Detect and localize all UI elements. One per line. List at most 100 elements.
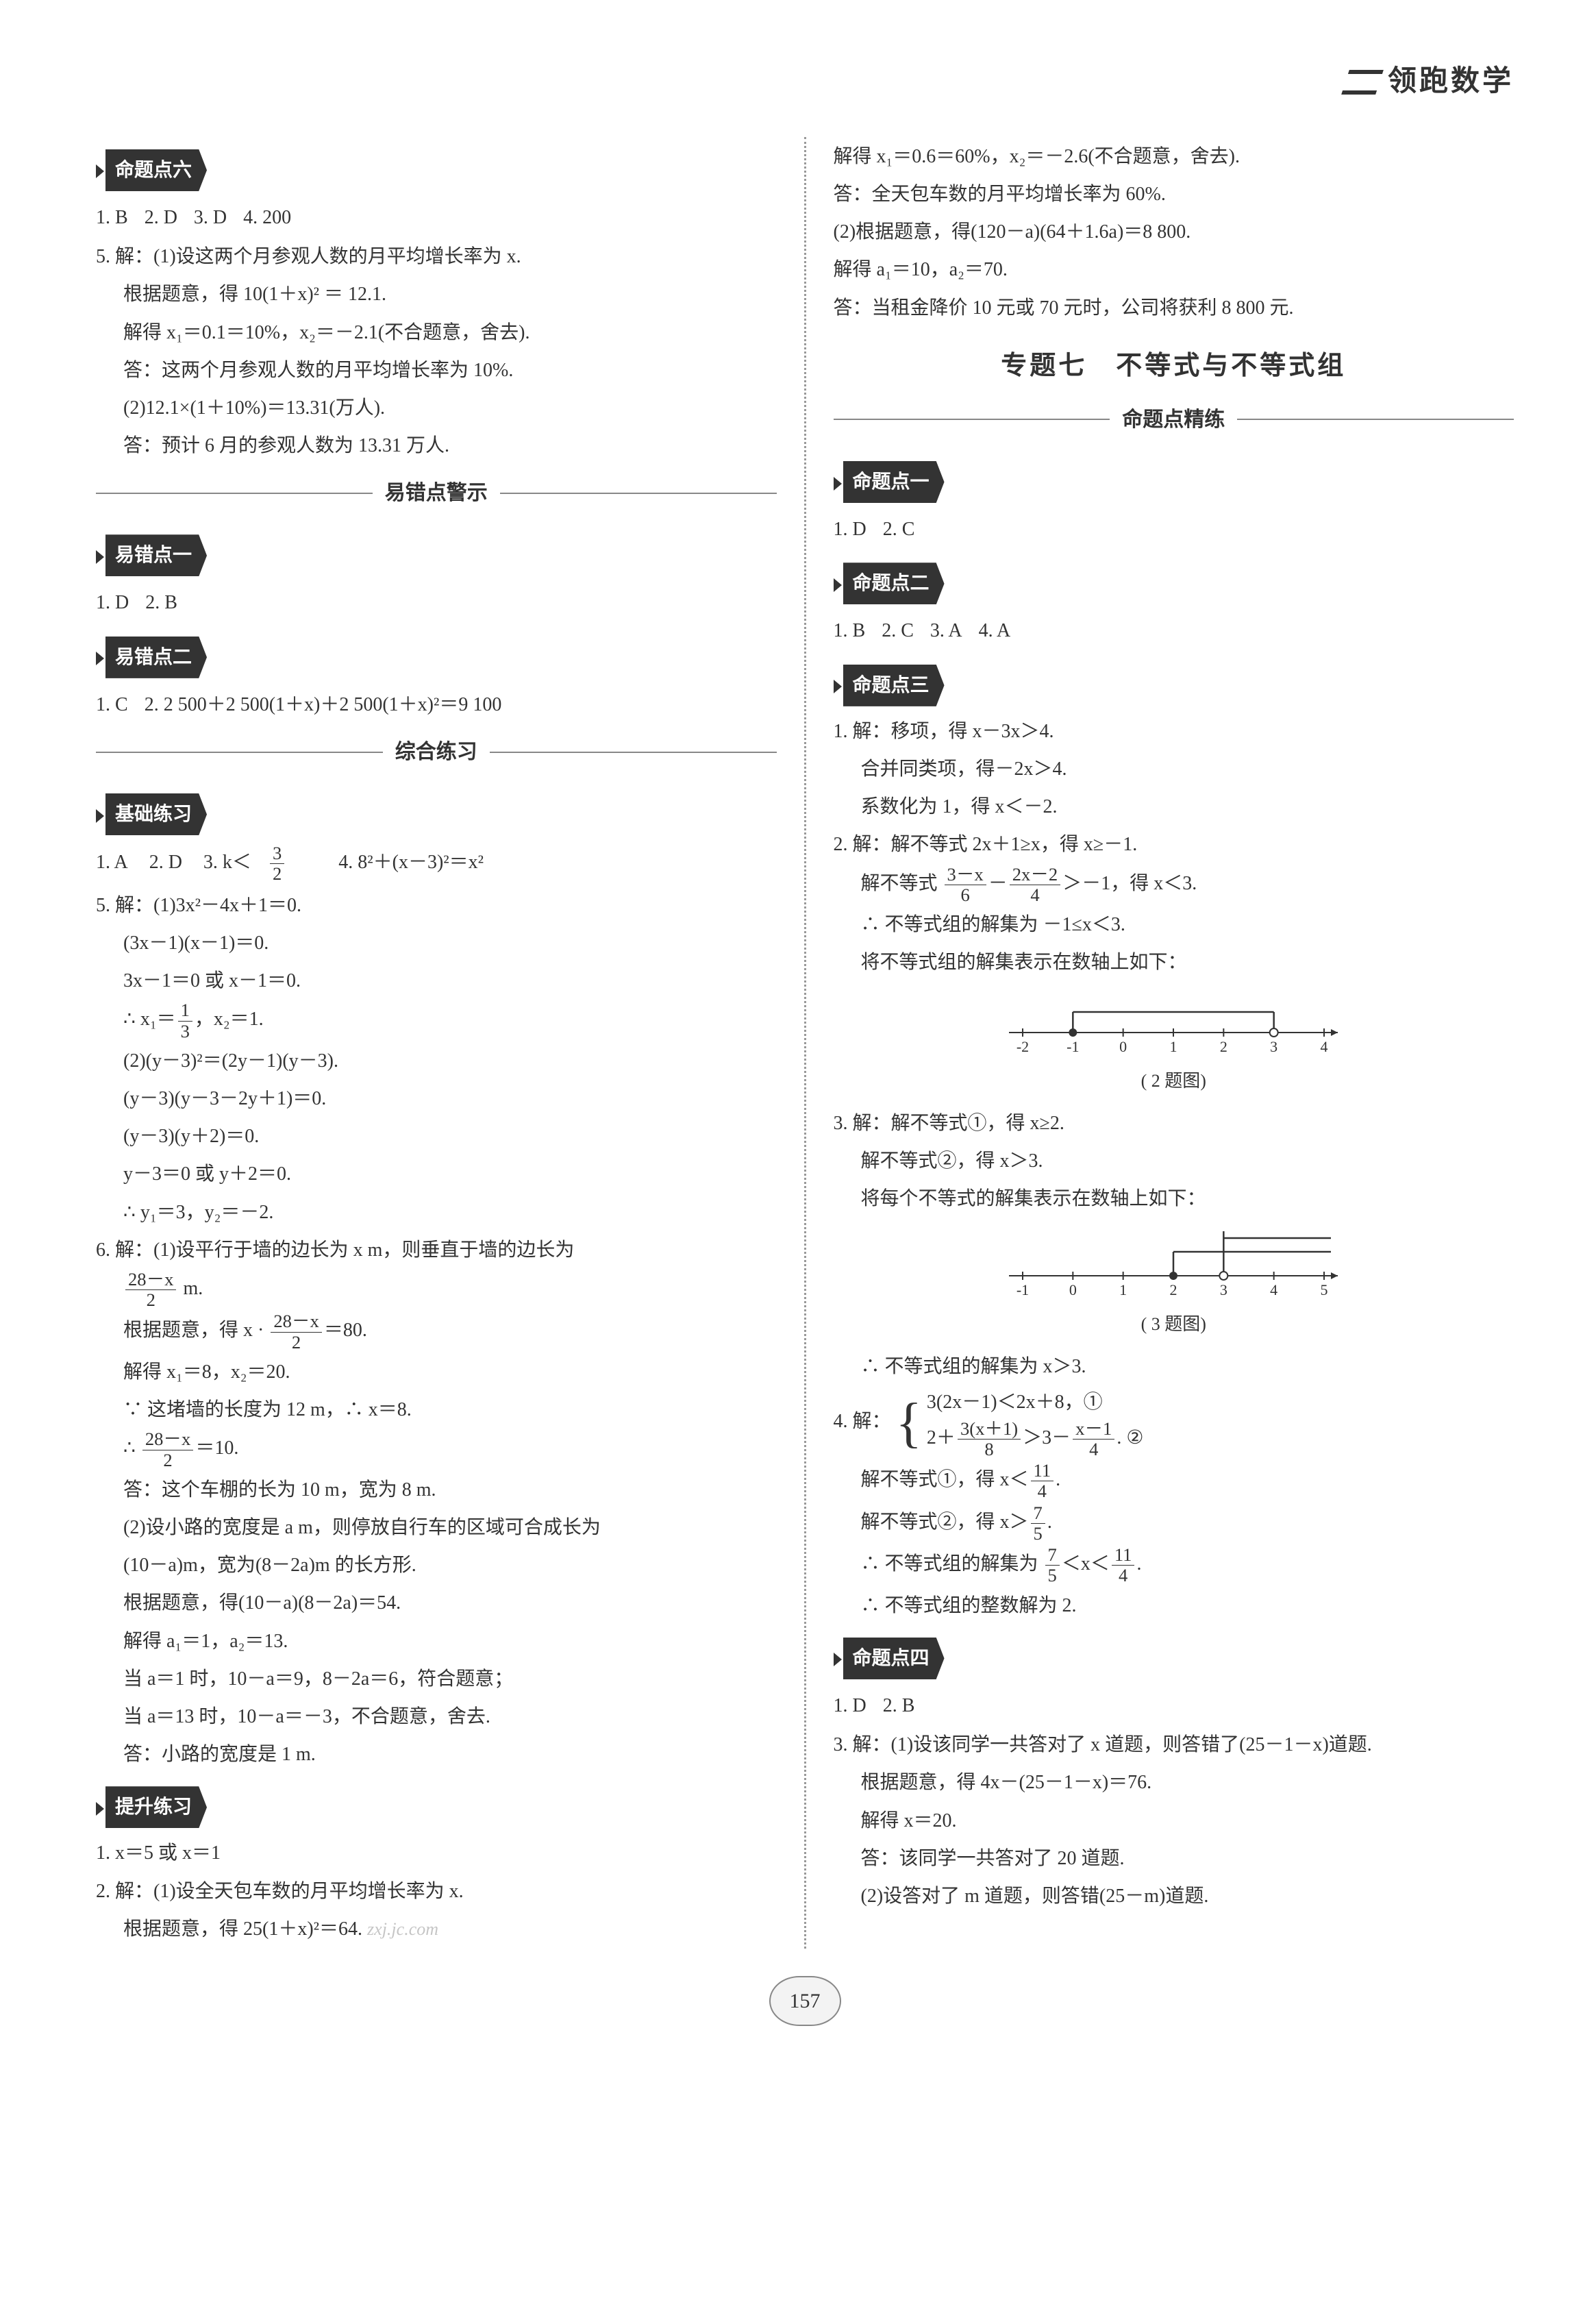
answers-basic: 1. A 2. D 3. k＜32 4. 8²＋(x－3)²＝x²: [96, 843, 777, 885]
two-column-layout: 命题点六 1. B2. D3. D4. 200 5. 解：(1)设这两个月参观人…: [96, 137, 1514, 1949]
rq2-l3: ∴ 不等式组的解集为 －1≤x＜3.: [834, 906, 1514, 943]
page-header: 领跑数学: [96, 55, 1514, 110]
rq2-l1: 2. 解：解不等式 2x＋1≥x，得 x≥－1.: [834, 826, 1514, 863]
q6-l12: 当 a＝13 时，10－a＝－3，不合题意，舍去.: [96, 1699, 777, 1735]
q5-l1: 5. 解：(1)设这两个月参观人数的月平均增长率为 x.: [96, 238, 777, 275]
q6-l5: ∴ 28－x2＝10.: [96, 1429, 777, 1470]
q5-l4: 答：这两个月参观人数的月平均增长率为 10%.: [96, 352, 777, 388]
numberline-2-caption: ( 2 题图): [834, 1064, 1514, 1098]
rq4-system: 4. 解： { 3(2x－1)＜2x＋8，① 2＋3(x＋1)8＞3－x－14.…: [834, 1386, 1514, 1459]
cont-l3: (2)根据题意，得(120－a)(64＋1.6a)＝8 800.: [834, 214, 1514, 250]
answers-error-1: 1. D2. B: [96, 584, 777, 621]
svg-text:-1: -1: [1017, 1281, 1029, 1298]
rq3-l1: 3. 解：解不等式①，得 x≥2.: [834, 1105, 1514, 1141]
answers-r1: 1. D2. C: [834, 511, 1514, 547]
rq1-l3: 系数化为 1，得 x＜－2.: [834, 789, 1514, 825]
rq3c-l1: 3. 解：(1)设该同学一共答对了 x 道题，则答错了(25－1－x)道题.: [834, 1727, 1514, 1763]
rq3b: ∴ 不等式组的解集为 x＞3.: [834, 1348, 1514, 1385]
divider-error: 易错点警示: [96, 473, 777, 512]
q5-l3: 解得 x₁＝0.1＝10%，x₂＝－2.1(不合题意，舍去).: [96, 314, 777, 351]
rq2-l2: 解不等式 3－x6－2x－24＞－1，得 x＜3.: [834, 865, 1514, 906]
up-2a: 2. 解：(1)设全天包车数的月平均增长率为 x.: [96, 1873, 777, 1910]
rq3-l3: 将每个不等式的解集表示在数轴上如下：: [834, 1181, 1514, 1217]
numberline-2: -2 -1 0 1 2 3 4: [995, 991, 1351, 1060]
tag-error-1: 易错点一: [96, 522, 777, 582]
q6-l6: 答：这个车棚的长为 10 m，宽为 8 m.: [96, 1472, 777, 1508]
svg-text:4: 4: [1270, 1281, 1277, 1298]
right-column: 解得 x₁＝0.6＝60%，x₂＝－2.6(不合题意，舍去). 答：全天包车数的…: [834, 137, 1514, 1949]
q5-l5: (2)12.1×(1＋10%)＝13.31(万人).: [96, 390, 777, 426]
q6-l2: 根据题意，得 x · 28－x2＝80.: [96, 1311, 777, 1353]
rq4-l1: 解不等式①，得 x＜114.: [834, 1461, 1514, 1502]
rq3c-l4: 答：该同学一共答对了 20 道题.: [834, 1840, 1514, 1877]
tag-r3: 命题点三: [834, 652, 1514, 712]
brand-text: 领跑数学: [1388, 55, 1514, 110]
tag-basic: 基础练习: [96, 781, 777, 841]
answers-error-2: 1. C2. 2 500＋2 500(1＋x)＋2 500(1＋x)²＝9 10…: [96, 687, 777, 723]
svg-text:1: 1: [1170, 1038, 1177, 1055]
rq1-l2: 合并同类项，得－2x＞4.: [834, 751, 1514, 787]
brand-icon: [1345, 70, 1380, 95]
tag-topic-6: 命题点六: [96, 137, 777, 197]
svg-text:3: 3: [1220, 1281, 1227, 1298]
q6-l1b: 28－x2 m.: [96, 1270, 777, 1311]
numberline-3: -1 0 1 2 3 4 5: [995, 1228, 1351, 1303]
q5b-l2: (3x－1)(x－1)＝0.: [96, 925, 777, 961]
rq2-l4: 将不等式组的解集表示在数轴上如下：: [834, 944, 1514, 980]
up-1: 1. x＝5 或 x＝1: [96, 1835, 777, 1871]
tag-r4: 命题点四: [834, 1625, 1514, 1685]
q5b-l7: (y－3)(y＋2)＝0.: [96, 1118, 777, 1154]
q5b-l6: (y－3)(y－3－2y＋1)＝0.: [96, 1080, 777, 1117]
rq3c-l3: 解得 x＝20.: [834, 1803, 1514, 1839]
svg-text:-2: -2: [1017, 1038, 1029, 1055]
svg-text:-1: -1: [1067, 1038, 1079, 1055]
q5-l6: 答：预计 6 月的参观人数为 13.31 万人.: [96, 428, 777, 464]
q6-l11: 当 a＝1 时，10－a＝9，8－2a＝6，符合题意；: [96, 1661, 777, 1697]
watermark-text: zxj.jc.com: [367, 1919, 438, 1939]
q6-l9: 根据题意，得(10－a)(8－2a)＝54.: [96, 1585, 777, 1621]
page-number: 157: [96, 1976, 1514, 2026]
cont-l1: 解得 x₁＝0.6＝60%，x₂＝－2.6(不合题意，舍去).: [834, 138, 1514, 175]
tag-upgrade: 提升练习: [96, 1774, 777, 1833]
rq3c-l2: 根据题意，得 4x－(25－1－x)＝76.: [834, 1764, 1514, 1801]
answers-r4: 1. D2. B: [834, 1688, 1514, 1724]
q6-l1: 6. 解：(1)设平行于墙的边长为 x m，则垂直于墙的边长为: [96, 1232, 777, 1268]
svg-text:4: 4: [1321, 1038, 1328, 1055]
svg-text:0: 0: [1069, 1281, 1077, 1298]
topic-7-title: 专题七 不等式与不等式组: [834, 341, 1514, 391]
tag-r1: 命题点一: [834, 449, 1514, 508]
rq3-l2: 解不等式②，得 x＞3.: [834, 1143, 1514, 1179]
rq4-l4: ∴ 不等式组的整数解为 2.: [834, 1588, 1514, 1624]
svg-text:2: 2: [1170, 1281, 1177, 1298]
up-2b: 根据题意，得 25(1＋x)²＝64. zxj.jc.com: [96, 1911, 777, 1947]
svg-text:0: 0: [1119, 1038, 1127, 1055]
q6-l3: 解得 x₁＝8，x₂＝20.: [96, 1354, 777, 1390]
cont-l4: 解得 a₁＝10，a₂＝70.: [834, 251, 1514, 288]
q5b-l3: 3x－1＝0 或 x－1＝0.: [96, 963, 777, 999]
rq1-l1: 1. 解：移项，得 x－3x＞4.: [834, 713, 1514, 750]
q6-l13: 答：小路的宽度是 1 m.: [96, 1736, 777, 1773]
q6-l10: 解得 a₁＝1，a₂＝13.: [96, 1623, 777, 1659]
svg-text:1: 1: [1119, 1281, 1127, 1298]
answers-r2: 1. B2. C3. A4. A: [834, 613, 1514, 649]
answers-topic-6: 1. B2. D3. D4. 200: [96, 199, 777, 236]
tag-error-2: 易错点二: [96, 624, 777, 684]
svg-text:5: 5: [1321, 1281, 1328, 1298]
svg-text:2: 2: [1220, 1038, 1227, 1055]
left-column: 命题点六 1. B2. D3. D4. 200 5. 解：(1)设这两个月参观人…: [96, 137, 777, 1949]
cont-l2: 答：全天包车数的月平均增长率为 60%.: [834, 176, 1514, 212]
q5b-l4: ∴ x₁＝13，x₂＝1.: [96, 1000, 777, 1041]
divider-zonghe: 综合练习: [96, 732, 777, 771]
q5b-l1: 5. 解：(1)3x²－4x＋1＝0.: [96, 887, 777, 924]
cont-l5: 答：当租金降价 10 元或 70 元时，公司将获利 8 800 元.: [834, 290, 1514, 326]
column-divider: [804, 137, 806, 1949]
q6-l7: (2)设小路的宽度是 a m，则停放自行车的区域可合成长为: [96, 1509, 777, 1546]
divider-mingti: 命题点精练: [834, 400, 1514, 439]
q6-l4: ∵ 这堵墙的长度为 12 m，∴ x＝8.: [96, 1392, 777, 1428]
rq4-l3: ∴ 不等式组的解集为 75＜x＜114.: [834, 1545, 1514, 1586]
svg-text:3: 3: [1270, 1038, 1277, 1055]
numberline-3-caption: ( 3 题图): [834, 1307, 1514, 1341]
q5b-l8: y－3＝0 或 y＋2＝0.: [96, 1156, 777, 1192]
q5-l2: 根据题意，得 10(1＋x)² ＝ 12.1.: [96, 276, 777, 312]
q5b-l5: (2)(y－3)²＝(2y－1)(y－3).: [96, 1043, 777, 1079]
